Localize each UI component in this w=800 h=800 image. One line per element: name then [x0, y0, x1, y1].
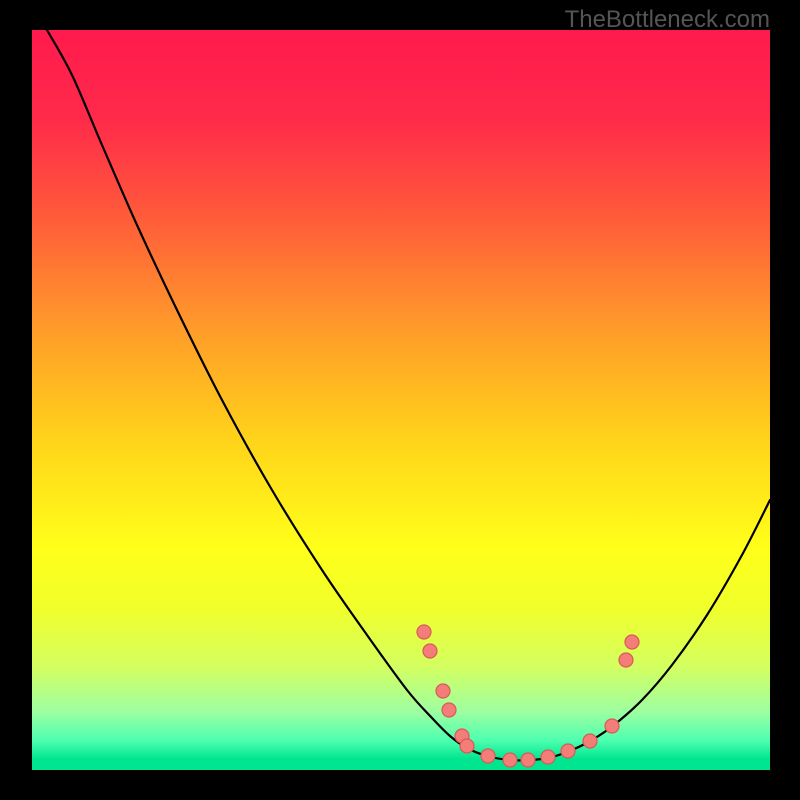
watermark-text: TheBottleneck.com: [565, 6, 770, 34]
data-marker: [436, 684, 450, 698]
bottleneck-curve: [47, 30, 770, 760]
data-marker: [521, 753, 535, 767]
plot-area: [32, 30, 770, 770]
data-marker: [541, 750, 555, 764]
data-marker: [619, 653, 633, 667]
curve-layer: [32, 30, 770, 770]
data-marker: [460, 739, 474, 753]
chart-frame: TheBottleneck.com: [0, 0, 800, 800]
data-marker: [583, 734, 597, 748]
data-marker: [625, 635, 639, 649]
data-marker: [481, 749, 495, 763]
data-marker: [605, 719, 619, 733]
data-marker: [417, 625, 431, 639]
data-marker: [503, 753, 517, 767]
marker-group: [417, 625, 639, 767]
data-marker: [423, 644, 437, 658]
data-marker: [561, 744, 575, 758]
data-marker: [442, 703, 456, 717]
